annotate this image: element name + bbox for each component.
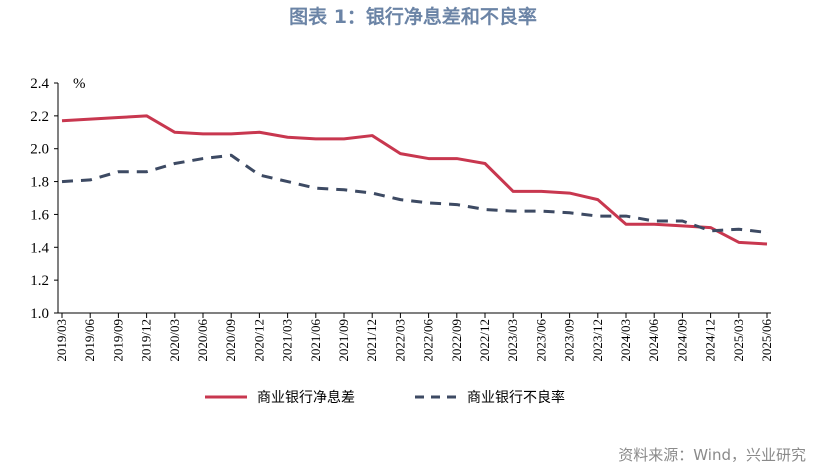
x-tick-label: 2019/12: [139, 319, 154, 362]
x-tick-label: 2024/03: [618, 319, 633, 362]
y-tick-label: 1.6: [30, 207, 49, 223]
x-tick-label: 2021/12: [364, 319, 379, 362]
y-tick-label: 1.8: [30, 175, 49, 191]
x-tick-label: 2022/03: [392, 319, 407, 362]
x-tick-label: 2022/12: [477, 319, 492, 362]
x-tick-label: 2020/03: [167, 319, 182, 362]
y-tick-label: 2.0: [30, 142, 49, 158]
x-tick-label: 2021/09: [336, 319, 351, 362]
x-tick-label: 2023/12: [590, 319, 605, 362]
y-tick-label: 2.2: [30, 109, 49, 125]
x-tick-label: 2023/03: [505, 319, 520, 362]
x-tick-label: 2020/12: [251, 319, 266, 362]
y-tick-label: 2.4: [30, 76, 49, 92]
x-tick-label: 2025/03: [731, 319, 746, 362]
legend-label-1: 商业银行不良率: [467, 389, 565, 406]
x-tick-label: 2022/06: [421, 319, 436, 362]
y-tick-label: 1.0: [30, 306, 49, 322]
x-tick-label: 2022/09: [449, 319, 464, 362]
series-line-1: [61, 153, 768, 234]
x-tick-label: 2025/06: [759, 319, 774, 362]
source-note: 资料来源：Wind，兴业研究: [618, 446, 806, 464]
x-tick-label: 2023/06: [533, 319, 548, 362]
legend-label-0: 商业银行净息差: [257, 389, 355, 406]
x-tick-label: 2024/12: [703, 319, 718, 362]
x-tick-label: 2024/09: [674, 319, 689, 362]
x-tick-label: 2021/06: [308, 319, 323, 362]
chart-title: 图表 1：银行净息差和不良率: [289, 6, 537, 28]
x-tick-label: 2024/06: [646, 319, 661, 362]
y-unit-label: %: [73, 76, 86, 92]
x-tick-label: 2023/09: [562, 319, 577, 362]
x-tick-label: 2021/03: [280, 319, 295, 362]
x-tick-label: 2019/03: [54, 319, 69, 362]
y-tick-label: 1.2: [30, 273, 49, 289]
x-tick-label: 2019/06: [82, 319, 97, 362]
x-tick-label: 2020/09: [223, 319, 238, 362]
series-line-0: [61, 114, 768, 246]
y-tick-label: 1.4: [30, 240, 49, 256]
x-tick-label: 2020/06: [195, 319, 210, 362]
x-tick-label: 2019/09: [110, 319, 125, 362]
